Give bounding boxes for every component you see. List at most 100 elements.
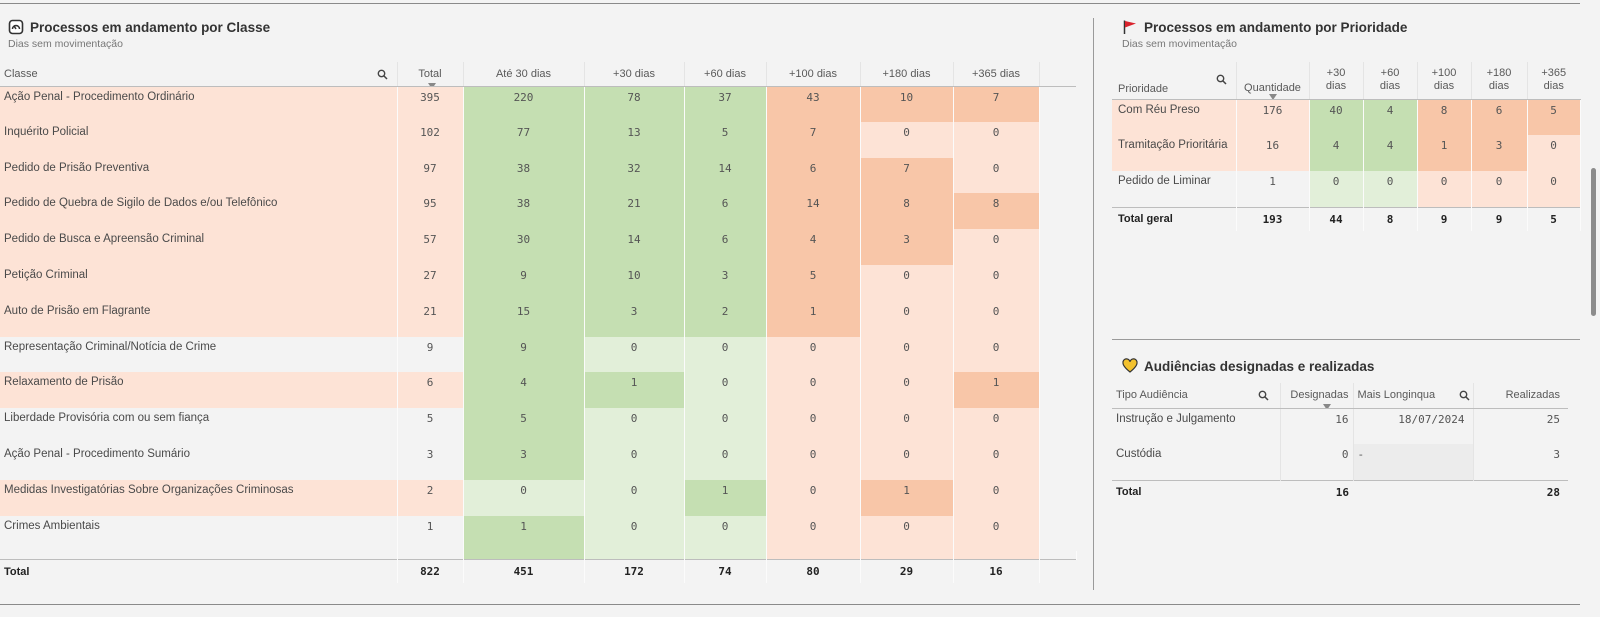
cell-value[interactable]: 0 (953, 443, 1040, 480)
cell-total[interactable]: 5 (397, 408, 464, 444)
cell-value[interactable]: 4 (1309, 135, 1364, 171)
cell-value[interactable]: 3 (463, 443, 585, 480)
table-row[interactable]: Pedido de Quebra de Sigilo de Dados e/ou… (0, 193, 1076, 230)
cell-total[interactable]: 9 (397, 336, 464, 373)
cell-quantidade[interactable]: 16 (1236, 135, 1310, 171)
cell-value[interactable]: 77 (463, 121, 585, 158)
cell-total[interactable]: 3 (397, 443, 464, 480)
table-row[interactable]: Crimes Ambientais 1 1 0 0 0 0 0 (0, 515, 1076, 552)
cell-value[interactable]: 32 (584, 157, 685, 194)
cell-value[interactable]: 0 (1527, 135, 1581, 171)
prio-col-header[interactable]: +180 dias (1471, 62, 1528, 100)
cell-value[interactable]: 0 (1527, 171, 1581, 207)
cell-tipo-audiencia[interactable]: Custódia (1112, 444, 1281, 480)
cell-total[interactable]: 27 (397, 264, 464, 301)
table-row[interactable]: Medidas Investigatórias Sobre Organizaçõ… (0, 479, 1076, 516)
table-row[interactable]: Representação Criminal/Notícia de Crime 9… (0, 336, 1076, 373)
table-row[interactable]: Pedido de Prisão Preventiva 97 38 32 14 6 7 0 (0, 157, 1076, 194)
cell-value[interactable]: 0 (766, 372, 861, 409)
cell-classe[interactable]: Ação Penal - Procedimento Ordinário (0, 86, 398, 122)
search-icon[interactable] (377, 69, 388, 80)
cell-value[interactable]: 0 (684, 336, 767, 373)
cell-total[interactable]: 2 (397, 479, 464, 516)
cell-value[interactable]: 3 (584, 300, 685, 337)
cell-value[interactable]: 13 (584, 121, 685, 158)
cell-value[interactable]: 0 (1363, 171, 1418, 207)
cell-value[interactable]: 3 (684, 264, 767, 301)
cell-realizadas[interactable]: 3 (1473, 444, 1568, 480)
cell-value[interactable]: 0 (953, 229, 1040, 265)
cell-classe[interactable]: Liberdade Provisória com ou sem fiança (0, 408, 398, 444)
cell-value[interactable]: 3 (860, 229, 954, 265)
cell-classe[interactable]: Representação Criminal/Notícia de Crime (0, 336, 398, 373)
cell-value[interactable]: 6 (684, 229, 767, 265)
cell-value[interactable]: 6 (684, 193, 767, 230)
cell-value[interactable]: 0 (766, 336, 861, 373)
col-header-total[interactable]: Total (397, 62, 464, 87)
cell-value[interactable]: 1 (953, 372, 1040, 409)
col-header-mais-longinqua[interactable]: Mais Longinqua (1353, 383, 1474, 409)
cell-value[interactable]: 4 (766, 229, 861, 265)
cell-total[interactable]: 57 (397, 229, 464, 265)
cell-value[interactable]: 8 (1417, 99, 1472, 135)
cell-value[interactable]: 0 (463, 479, 585, 516)
cell-value[interactable]: 0 (684, 408, 767, 444)
cell-value[interactable]: 9 (463, 264, 585, 301)
cell-value[interactable]: 0 (953, 157, 1040, 194)
cell-value[interactable]: 4 (463, 372, 585, 409)
cell-value[interactable]: 3 (1471, 135, 1528, 171)
cell-value[interactable]: 7 (953, 86, 1040, 122)
col-header-classe[interactable]: Classe (0, 62, 398, 87)
cell-designadas[interactable]: 16 (1280, 408, 1354, 444)
cell-designadas[interactable]: 0 (1280, 444, 1354, 480)
cell-value[interactable]: 4 (1363, 135, 1418, 171)
cell-value[interactable]: 0 (584, 443, 685, 480)
cell-prioridade[interactable]: Tramitação Prioritária (1112, 135, 1237, 171)
table-row[interactable]: Ação Penal - Procedimento Sumário 3 3 0 0 0 0 0 (0, 443, 1076, 480)
cell-value[interactable]: 0 (860, 372, 954, 409)
cell-value[interactable]: 10 (584, 264, 685, 301)
cell-value[interactable]: 1 (584, 372, 685, 409)
col-header-365[interactable]: +365 dias (953, 62, 1040, 87)
cell-value[interactable]: 0 (860, 336, 954, 373)
col-header-100[interactable]: +100 dias (766, 62, 861, 87)
prio-col-header[interactable]: +30 dias (1309, 62, 1364, 100)
cell-value[interactable]: 8 (860, 193, 954, 230)
cell-value[interactable]: 10 (860, 86, 954, 122)
cell-value[interactable]: 0 (1471, 171, 1528, 207)
col-header-ate30[interactable]: Até 30 dias (463, 62, 585, 87)
cell-value[interactable]: 1 (1417, 135, 1472, 171)
cell-value[interactable]: 9 (463, 336, 585, 373)
cell-quantidade[interactable]: 1 (1236, 171, 1310, 207)
cell-value[interactable]: 0 (860, 121, 954, 158)
prio-col-header[interactable]: +60 dias (1363, 62, 1418, 100)
cell-value[interactable]: 0 (684, 372, 767, 409)
table-row[interactable]: Com Réu Preso 176 40 4 8 6 5 (1112, 99, 1581, 135)
cell-classe[interactable]: Medidas Investigatórias Sobre Organizaçõ… (0, 479, 398, 516)
cell-value[interactable]: 30 (463, 229, 585, 265)
cell-value[interactable]: 0 (766, 443, 861, 480)
cell-classe[interactable]: Pedido de Quebra de Sigilo de Dados e/ou… (0, 193, 398, 230)
table-row[interactable]: Custódia 0-3 (1112, 444, 1568, 480)
cell-value[interactable]: 7 (860, 157, 954, 194)
cell-value[interactable]: 38 (463, 157, 585, 194)
cell-value[interactable]: 2 (684, 300, 767, 337)
col-header-30[interactable]: +30 dias (584, 62, 685, 87)
cell-value[interactable]: 0 (953, 121, 1040, 158)
col-header-180[interactable]: +180 dias (860, 62, 954, 87)
cell-value[interactable]: 40 (1309, 99, 1364, 135)
cell-classe[interactable]: Crimes Ambientais (0, 515, 398, 552)
cell-classe[interactable]: Ação Penal - Procedimento Sumário (0, 443, 398, 480)
cell-value[interactable]: 0 (584, 479, 685, 516)
scrollbar-thumb[interactable] (1591, 168, 1596, 316)
col-header-tipo-audiencia[interactable]: Tipo Audiência (1112, 383, 1281, 409)
cell-value[interactable]: 0 (953, 336, 1040, 373)
cell-value[interactable]: 0 (953, 479, 1040, 516)
cell-value[interactable]: 38 (463, 193, 585, 230)
cell-value[interactable]: 5 (766, 264, 861, 301)
cell-value[interactable]: 0 (860, 515, 954, 552)
cell-classe[interactable]: Relaxamento de Prisão (0, 372, 398, 409)
cell-classe[interactable]: Pedido de Busca e Apreensão Criminal (0, 229, 398, 265)
cell-value[interactable]: 1 (860, 479, 954, 516)
cell-value[interactable]: 5 (684, 121, 767, 158)
